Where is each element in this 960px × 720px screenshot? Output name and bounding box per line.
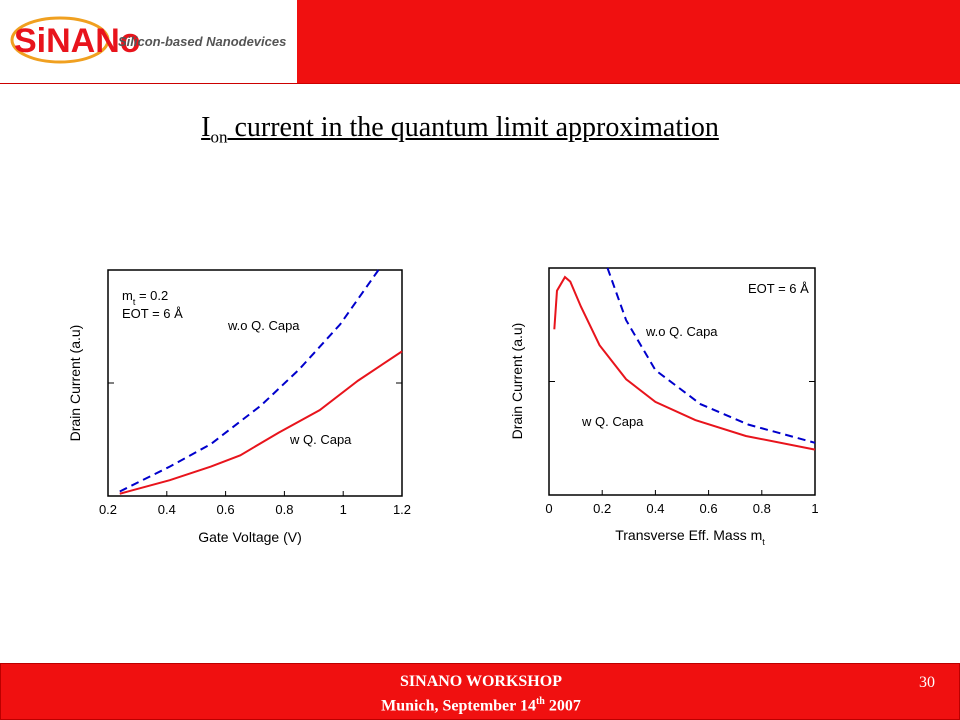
title-text: current in the quantum limit approximati… [227, 112, 719, 143]
x-tick-label: 0.6 [217, 502, 235, 517]
plot-frame [107, 269, 403, 497]
series-label: w.o Q. Capa [227, 318, 300, 333]
date-text: 2007 [544, 697, 581, 715]
subscript: t [133, 297, 136, 307]
text-part: m [122, 288, 133, 303]
rich-text: Transverse Eff. Mass mt [615, 527, 765, 547]
text-part: EOT = 6 Å [748, 281, 809, 296]
header-rule [0, 83, 960, 84]
series-label: w.o Q. Capa [645, 324, 718, 339]
x-tick-label: 0.8 [275, 502, 293, 517]
y-axis-label: Drain Current (a.u) [67, 325, 83, 442]
rich-text: EOT = 6 Å [122, 306, 183, 321]
charts: 0.2 0.4 0.6 0.8 1 1.2 Drain Current (a.u) Gate … [67, 267, 819, 547]
series-line [553, 275, 816, 451]
x-tick-label: 0.2 [593, 501, 611, 516]
logo-swoosh [10, 16, 110, 64]
text-part: Transverse Eff. Mass m [615, 527, 762, 543]
title-sub: on [210, 127, 228, 147]
y-axis-label: Drain Current (a.u) [509, 323, 525, 440]
footer-date: Munich, September 14th 2007 [1, 696, 960, 715]
slide-title: Ion current in the quantum limit approxi… [0, 112, 920, 148]
text-part: = 0.2 [135, 288, 168, 303]
x-tick-label: 1.2 [393, 502, 411, 517]
x-tick-label: 0 [545, 501, 552, 516]
date-text: Munich, September 14 [381, 697, 536, 715]
series-line [119, 269, 380, 493]
footer: SINANO WORKSHOP Munich, September 14th 2… [0, 663, 960, 720]
text-part: EOT = 6 Å [122, 306, 183, 321]
x-tick-label: 0.8 [753, 501, 771, 516]
series-line [606, 267, 816, 444]
x-tick-label: 0.4 [158, 502, 176, 517]
x-tick-label: 1 [340, 502, 347, 517]
plot-frame [548, 267, 816, 496]
rich-text: Gate Voltage (V) [198, 529, 302, 545]
footer-event: SINANO WORKSHOP [400, 673, 562, 690]
series-label: w Q. Capa [289, 432, 352, 447]
logo-brand: SiNANo [14, 22, 141, 60]
x-tick-label: 0.4 [646, 501, 664, 516]
rich-text: mt = 0.2 [122, 288, 168, 307]
title-text: I [201, 112, 211, 143]
subscript: t [762, 537, 765, 547]
logo: SiNANo Silicon-based Nanodevices [10, 16, 286, 64]
page-number: 30 [919, 674, 935, 691]
series-line [119, 350, 403, 495]
x-tick-label: 0.6 [700, 501, 718, 516]
header-band [297, 0, 960, 83]
series-label: w Q. Capa [581, 414, 644, 429]
logo-tagline: Silicon-based Nanodevices [118, 34, 286, 49]
rich-text: EOT = 6 Å [748, 281, 809, 296]
x-tick-label: 1 [811, 501, 818, 516]
x-tick-label: 0.2 [99, 502, 117, 517]
date-sup: th [535, 696, 545, 707]
text-part: Gate Voltage (V) [198, 529, 302, 545]
